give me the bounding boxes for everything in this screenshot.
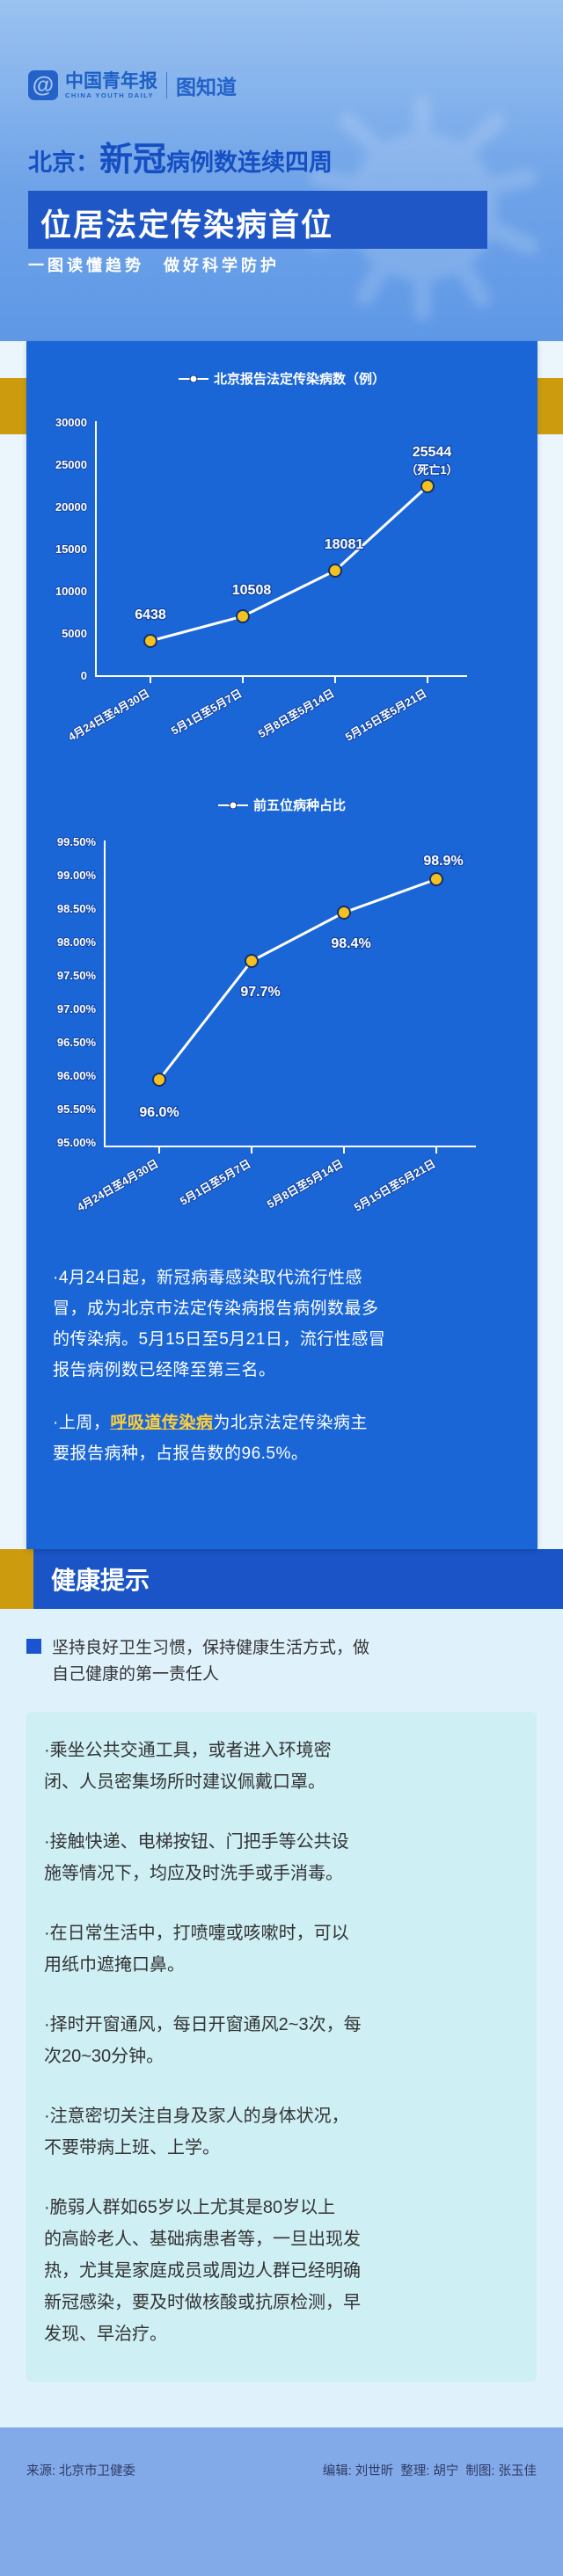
svg-text:99.50%: 99.50%: [56, 835, 96, 848]
svg-text:20000: 20000: [55, 500, 86, 513]
svg-text:30000: 30000: [55, 416, 86, 429]
svg-text:96.0%: 96.0%: [139, 1105, 179, 1120]
svg-text:5000: 5000: [62, 627, 87, 640]
svg-text:25544: 25544: [412, 445, 451, 460]
svg-text:96.50%: 96.50%: [56, 1036, 96, 1049]
svg-text:（死亡1）: （死亡1）: [406, 463, 457, 477]
svg-text:18081: 18081: [324, 537, 363, 552]
svg-text:5月8日至5月14日: 5月8日至5月14日: [265, 1157, 345, 1211]
svg-text:95.00%: 95.00%: [56, 1136, 96, 1149]
svg-text:5月15日至5月21日: 5月15日至5月21日: [343, 687, 428, 743]
svg-text:5月1日至5月7日: 5月1日至5月7日: [169, 687, 244, 737]
svg-text:95.50%: 95.50%: [56, 1102, 96, 1116]
svg-text:99.00%: 99.00%: [56, 869, 96, 882]
svg-text:10000: 10000: [55, 585, 86, 598]
svg-text:97.7%: 97.7%: [240, 985, 280, 1000]
svg-text:15000: 15000: [55, 542, 86, 556]
svg-text:10508: 10508: [231, 583, 271, 598]
svg-text:98.9%: 98.9%: [423, 854, 463, 869]
svg-text:98.50%: 98.50%: [56, 902, 96, 915]
svg-text:97.50%: 97.50%: [56, 969, 96, 982]
svg-text:25000: 25000: [55, 458, 86, 471]
svg-text:98.4%: 98.4%: [331, 936, 370, 951]
svg-text:96.00%: 96.00%: [56, 1069, 96, 1082]
svg-text:6438: 6438: [135, 608, 166, 622]
svg-text:5月15日至5月21日: 5月15日至5月21日: [352, 1157, 437, 1213]
svg-text:98.00%: 98.00%: [56, 935, 96, 949]
svg-text:5月8日至5月14日: 5月8日至5月14日: [256, 687, 336, 740]
svg-text:97.00%: 97.00%: [56, 1002, 96, 1015]
svg-text:4月24日至4月30日: 4月24日至4月30日: [66, 687, 151, 743]
svg-text:4月24日至4月30日: 4月24日至4月30日: [75, 1157, 160, 1213]
svg-text:5月1日至5月7日: 5月1日至5月7日: [178, 1157, 252, 1207]
svg-text:0: 0: [80, 669, 86, 682]
